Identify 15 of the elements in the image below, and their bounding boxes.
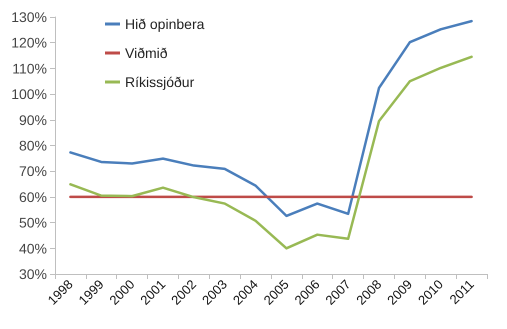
- line-series: [69, 20, 473, 218]
- y-tick-label: 50%: [18, 214, 47, 231]
- y-tick-label: 70%: [18, 163, 47, 180]
- legend-label: Hið opinbera: [125, 16, 205, 32]
- y-tick-label: 80%: [18, 138, 47, 154]
- legend-label: Viðmið: [125, 45, 168, 61]
- y-tick-label: 110%: [12, 60, 47, 76]
- y-tick-label: 120%: [11, 34, 47, 51]
- y-tick-label: 60%: [18, 188, 47, 205]
- y-tick-label: 30%: [18, 266, 47, 282]
- y-tick-label: 100%: [11, 86, 47, 102]
- y-tick-label: 90%: [18, 112, 47, 128]
- y-tick-label: 130%: [11, 9, 47, 25]
- legend-label: Ríkissjóður: [125, 74, 195, 90]
- y-tick-label: 40%: [18, 240, 47, 256]
